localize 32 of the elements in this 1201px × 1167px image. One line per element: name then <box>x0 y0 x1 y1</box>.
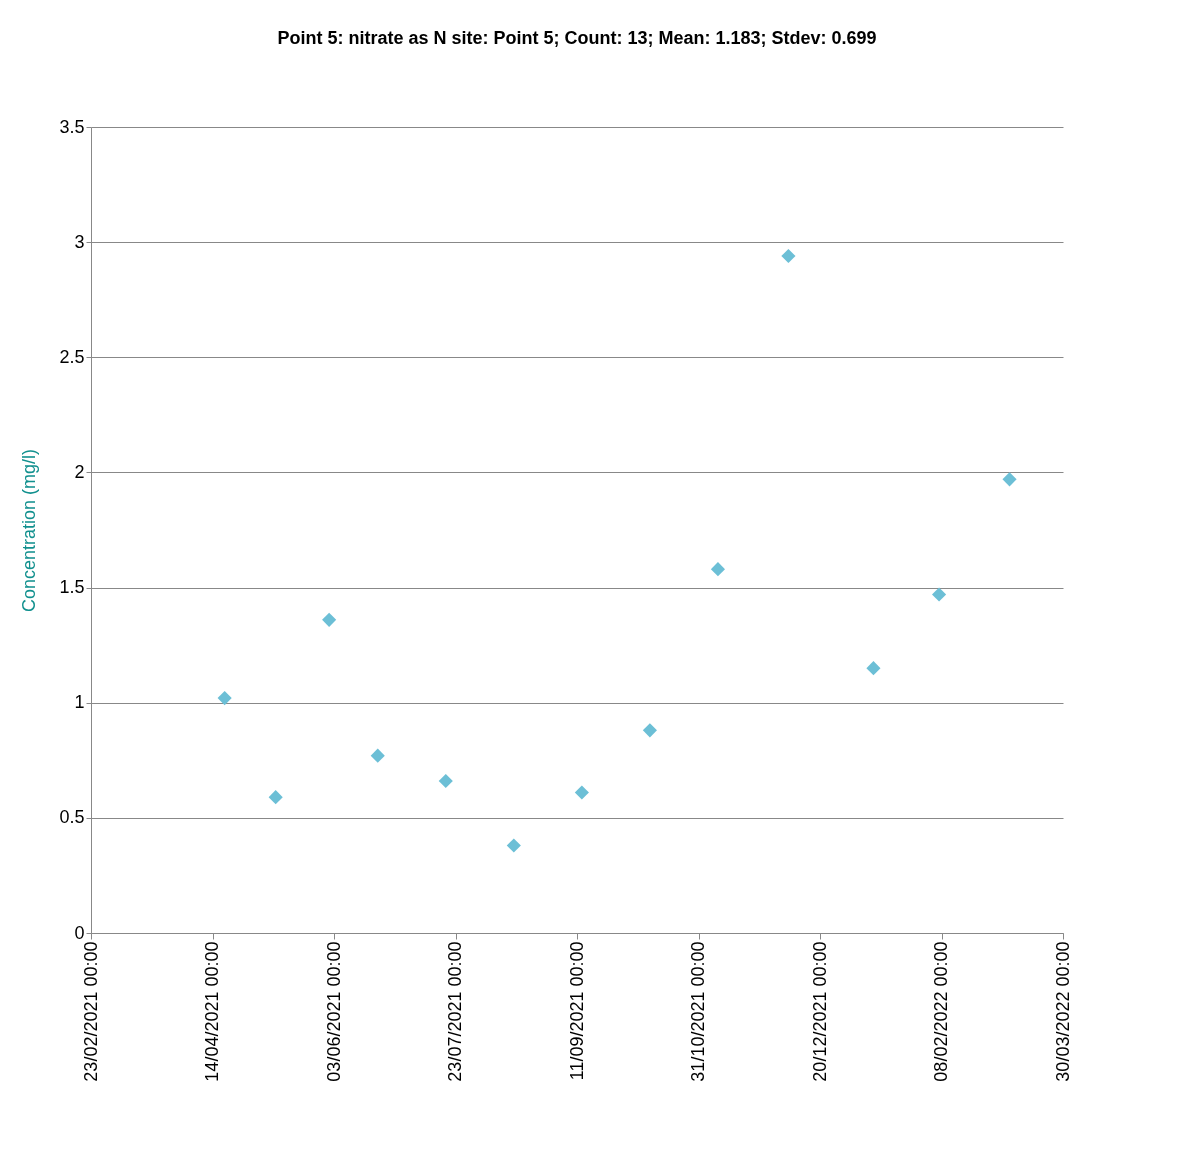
x-tick-label: 23/07/2021 00:00 <box>445 941 465 1082</box>
y-tick-label: 3 <box>74 231 85 252</box>
y-tick-label: 1 <box>74 692 85 713</box>
y-tick-label: 0 <box>74 922 85 943</box>
y-tick-label: 0.5 <box>59 807 85 828</box>
point <box>574 785 589 800</box>
x-tick-label: 23/02/2021 00:00 <box>80 941 101 1082</box>
y-tick-label: 1.5 <box>59 577 85 598</box>
point <box>642 723 657 738</box>
point <box>781 248 796 264</box>
x-tick-label: 14/04/2021 00:00 <box>202 941 222 1082</box>
point <box>866 661 881 676</box>
x-tick-label: 11/09/2021 00:00 <box>566 941 587 1081</box>
point <box>370 748 385 763</box>
x-tick-label: 20/12/2021 00:00 <box>809 941 830 1082</box>
point <box>268 790 283 805</box>
point <box>438 773 453 789</box>
y-tick-label: 2.5 <box>59 346 85 367</box>
point <box>710 562 726 577</box>
y-tick-label: 3.5 <box>59 116 85 137</box>
y-tick-label: 2 <box>74 461 85 482</box>
x-tick-label: 03/06/2021 00:00 <box>323 941 344 1082</box>
point <box>1002 472 1017 487</box>
x-tick-label: 31/10/2021 00:00 <box>688 941 708 1082</box>
point <box>322 612 337 627</box>
point <box>932 587 947 602</box>
x-tick-label: 30/03/2022 00:00 <box>1052 941 1073 1082</box>
y-axis-title: Concentration (mg/l) <box>19 448 40 613</box>
x-tick-label: 08/02/2022 00:00 <box>931 941 951 1082</box>
point <box>217 691 232 706</box>
point <box>506 838 521 853</box>
chart-title: Point 5: nitrate as N site: Point 5; Count: 13; Mean: 1.183; Stdev: 0.699 <box>277 28 877 48</box>
